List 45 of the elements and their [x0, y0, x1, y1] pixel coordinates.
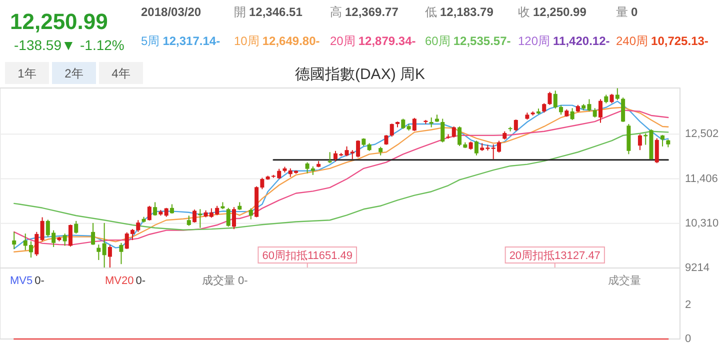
text: 12,317.14- — [162, 34, 220, 48]
button: 4年 — [99, 62, 143, 84]
text: 10周 — [234, 34, 260, 48]
text: 低 — [425, 5, 437, 19]
text: 12,250.99 — [10, 9, 108, 34]
text: 12,535.57- — [453, 34, 511, 48]
text: -1.12% — [80, 37, 124, 53]
annotation: 60周扣抵11651.49 — [262, 250, 353, 262]
text: 60周 — [425, 34, 450, 48]
text: 20周 — [330, 34, 356, 48]
line-series — [14, 130, 669, 230]
y-tick-label: 0 — [685, 333, 692, 343]
y-tick-label: 9214 — [685, 262, 710, 274]
y-tick-label: 11,406 — [685, 172, 718, 185]
text: 12,346.51 — [249, 5, 303, 19]
text: 240周 — [616, 34, 648, 48]
legend-label: MV5 — [10, 275, 33, 287]
y-tick-label: 2 — [685, 299, 692, 312]
text: MV20 — [105, 275, 134, 287]
button: 2年 — [52, 62, 96, 84]
text: -138.59▼ — [14, 37, 76, 53]
y-tick-label: 12,502 — [685, 128, 719, 140]
text: 12,369.77 — [345, 5, 399, 19]
annotation: 20周扣抵13127.47 — [509, 250, 600, 262]
annotation: 成交量 0- — [202, 274, 248, 287]
text: 11,420.12- — [553, 34, 610, 48]
text: 12,649.80- — [262, 34, 320, 48]
annotation: 0- — [136, 275, 146, 287]
text: 120周 — [518, 34, 550, 48]
annotation: 成交量 — [608, 274, 641, 287]
text: 10,725.13- — [651, 34, 708, 48]
text: 12,183.79 — [440, 5, 494, 19]
text: 5周 — [141, 34, 160, 48]
text: 收 — [518, 5, 530, 19]
text: 開 — [234, 5, 246, 19]
button: 1年 — [5, 62, 49, 84]
text: 量 — [616, 5, 628, 19]
y-tick-label: 10,310 — [685, 217, 719, 230]
text: 0 — [631, 5, 638, 19]
text: 12,879.34- — [358, 34, 416, 48]
text: 12,250.99 — [533, 5, 587, 19]
text: 2018/03/20 — [141, 5, 202, 19]
chart-title: 德國指數(DAX) 周K — [294, 66, 426, 83]
annotation: 0- — [34, 275, 45, 287]
text: 高 — [330, 5, 342, 19]
